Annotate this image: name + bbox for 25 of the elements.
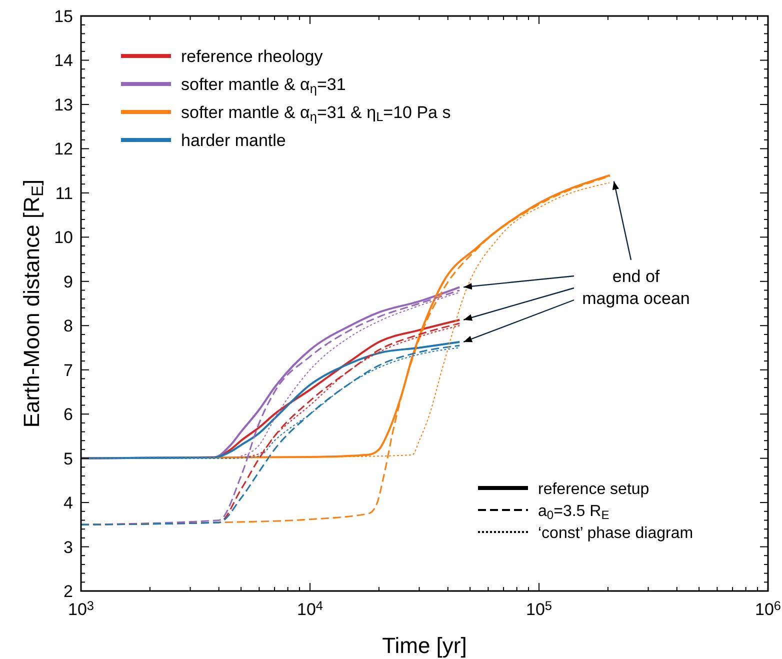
annotation: end of magma ocean: [582, 267, 690, 308]
y-tick-label: 11: [55, 184, 73, 203]
annotation: reference setup: [538, 481, 650, 498]
y-tick-label: 14: [54, 51, 73, 70]
y-tick-label: 7: [64, 360, 73, 380]
legend-label: softer mantle & α$_{η}$=31: [181, 75, 346, 96]
y-tick-label: 6: [64, 405, 73, 424]
annotation: a$_{0}$=3.5 R$_{E}$: [538, 503, 610, 522]
annotation: ‘const’ phase diagram: [538, 525, 694, 542]
legend-label: softer mantle & α$_{η}$=31 & η$_{L}$=10 Pa s: [181, 103, 451, 124]
y-tick-label: 12: [54, 140, 73, 159]
y-tick-label: 8: [64, 316, 73, 336]
y-tick-label: 5: [64, 449, 73, 468]
y-tick-label: 3: [64, 538, 73, 557]
legend-label: reference rheology: [181, 47, 324, 66]
y-tick-label: 13: [54, 95, 73, 114]
x-tick-label: 10$^{4}$: [296, 598, 324, 619]
y-tick-label: 10: [54, 228, 73, 248]
x-tick-label: 10$^{5}$: [526, 598, 552, 619]
x-tick-label: 10$^{6}$: [754, 598, 782, 619]
x-axis-title: Time [yr]: [382, 633, 467, 658]
y-tick-label: 4: [64, 494, 73, 513]
legend-label: harder mantle: [181, 131, 286, 150]
y-tick-label: 15: [54, 7, 73, 26]
y-tick-label: 9: [64, 272, 73, 292]
